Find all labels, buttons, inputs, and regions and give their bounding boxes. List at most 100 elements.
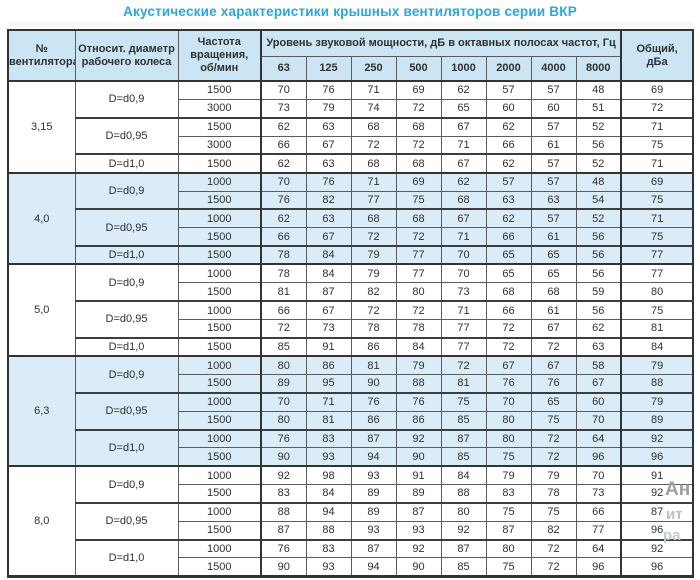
level-cell: 59 xyxy=(575,282,622,302)
level-cell: 70 xyxy=(260,171,307,192)
level-cell: 80 xyxy=(440,501,487,522)
level-cell: 90 xyxy=(395,557,442,577)
level-cell: 61 xyxy=(530,135,577,155)
level-cell: 78 xyxy=(530,484,577,504)
level-cell: 62 xyxy=(575,318,622,339)
diameter-cell: D=d0,95 xyxy=(74,391,179,431)
level-cell: 79 xyxy=(350,263,397,284)
header-freq-125: 125 xyxy=(305,55,352,82)
fan-number-cell: 5,0 xyxy=(7,263,76,357)
level-cell: 84 xyxy=(305,245,352,265)
level-cell: 67 xyxy=(530,318,577,339)
diameter-cell: D=d1,0 xyxy=(74,245,179,265)
level-cell: 91 xyxy=(305,336,352,357)
level-cell: 52 xyxy=(575,153,622,174)
level-cell: 87 xyxy=(350,428,397,449)
level-cell: 86 xyxy=(395,410,442,431)
header-freq-1000: 1000 xyxy=(440,55,487,82)
speed-cell: 1500 xyxy=(177,116,262,137)
level-cell: 72 xyxy=(530,428,577,449)
level-cell: 66 xyxy=(260,135,307,155)
speed-cell: 1500 xyxy=(177,373,262,394)
table-row: D=d0,95 1000 70 71 76 76 75 70 65 60 79 xyxy=(8,391,694,431)
level-cell: 72 xyxy=(530,557,577,577)
total-cell: 69 xyxy=(620,79,694,100)
header-row-frequencies: 63 125 250 500 1000 2000 4000 8000 xyxy=(8,55,693,82)
level-cell: 67 xyxy=(305,300,352,320)
speed-cell: 1500 xyxy=(177,79,262,100)
diameter-cell: D=d0,95 xyxy=(74,208,179,247)
level-cell: 52 xyxy=(575,208,622,229)
level-cell: 87 xyxy=(440,428,487,449)
level-cell: 85 xyxy=(440,557,487,577)
level-cell: 63 xyxy=(485,190,532,210)
diameter-cell: D=d0,9 xyxy=(74,355,179,394)
level-cell: 84 xyxy=(440,465,487,486)
level-cell: 72 xyxy=(485,318,532,339)
total-cell: 96 xyxy=(620,447,694,467)
watermark-fragment-2: ит xyxy=(666,506,683,523)
level-cell: 62 xyxy=(260,153,307,174)
level-cell: 72 xyxy=(395,135,442,155)
header-diameter: Относит. диаметр рабочего колеса xyxy=(74,29,179,82)
level-cell: 66 xyxy=(485,227,532,247)
level-cell: 87 xyxy=(485,520,532,541)
table-row: D=d0,95 1000 66 67 72 72 71 66 61 56 75 xyxy=(8,300,694,339)
level-cell: 88 xyxy=(440,484,487,504)
level-cell: 67 xyxy=(440,153,487,174)
level-cell: 84 xyxy=(305,484,352,504)
level-cell: 72 xyxy=(530,336,577,357)
diameter-cell: D=d1,0 xyxy=(74,538,179,577)
level-cell: 54 xyxy=(575,190,622,210)
level-cell: 68 xyxy=(485,282,532,302)
level-cell: 67 xyxy=(305,135,352,155)
table-header: № вентилятора Относит. диаметр рабочего … xyxy=(7,29,694,82)
level-cell: 75 xyxy=(530,410,577,431)
level-cell: 68 xyxy=(350,153,397,174)
level-cell: 48 xyxy=(575,79,622,100)
speed-cell: 1500 xyxy=(177,153,262,174)
level-cell: 85 xyxy=(440,447,487,467)
level-cell: 76 xyxy=(260,190,307,210)
speed-cell: 1500 xyxy=(177,520,262,541)
table-row: D=d0,95 1500 62 63 68 68 67 62 57 52 71 xyxy=(8,116,694,155)
level-cell: 62 xyxy=(260,208,307,229)
speed-cell: 1500 xyxy=(177,336,262,357)
level-cell: 57 xyxy=(530,116,577,137)
level-cell: 66 xyxy=(260,300,307,320)
table-row: 1500 89 95 90 88 81 76 76 67 88 xyxy=(8,373,694,394)
level-cell: 61 xyxy=(530,227,577,247)
total-cell: 92 xyxy=(620,484,694,504)
header-freq-250: 250 xyxy=(350,55,397,82)
level-cell: 94 xyxy=(350,557,397,577)
level-cell: 72 xyxy=(395,300,442,320)
diameter-cell: D=d1,0 xyxy=(74,336,179,357)
table-row: 5,0 D=d0,9 1000 78 84 79 77 70 65 65 56 77 xyxy=(7,263,694,357)
level-cell: 77 xyxy=(575,520,622,541)
table-row: D=d1,0 1500 85 91 86 84 77 72 72 63 84 xyxy=(8,336,694,357)
level-cell: 72 xyxy=(350,135,397,155)
table-row: 1500 90 93 94 90 85 75 72 96 96 xyxy=(8,447,694,467)
level-cell: 75 xyxy=(485,501,532,522)
level-cell: 70 xyxy=(485,391,532,412)
level-cell: 96 xyxy=(575,447,622,467)
level-cell: 88 xyxy=(395,373,442,394)
level-cell: 68 xyxy=(395,116,442,137)
level-cell: 70 xyxy=(575,410,622,431)
level-cell: 79 xyxy=(530,465,577,486)
table-row: 1500 66 67 72 72 71 66 61 56 75 xyxy=(8,227,694,247)
table-row: D=d0,95 1000 88 94 89 87 80 75 75 66 87 xyxy=(8,501,694,541)
level-cell: 89 xyxy=(260,373,307,394)
speed-cell: 1000 xyxy=(177,465,262,486)
level-cell: 60 xyxy=(530,98,577,119)
total-cell: 92 xyxy=(620,538,694,559)
speed-cell: 1500 xyxy=(177,447,262,467)
diameter-cell: D=d0,95 xyxy=(74,501,179,541)
level-cell: 78 xyxy=(260,245,307,265)
level-cell: 76 xyxy=(485,373,532,394)
watermark-fragment-1: Ан xyxy=(665,479,691,500)
header-freq-8000: 8000 xyxy=(575,55,622,82)
level-cell: 80 xyxy=(260,355,307,376)
level-cell: 56 xyxy=(575,245,622,265)
